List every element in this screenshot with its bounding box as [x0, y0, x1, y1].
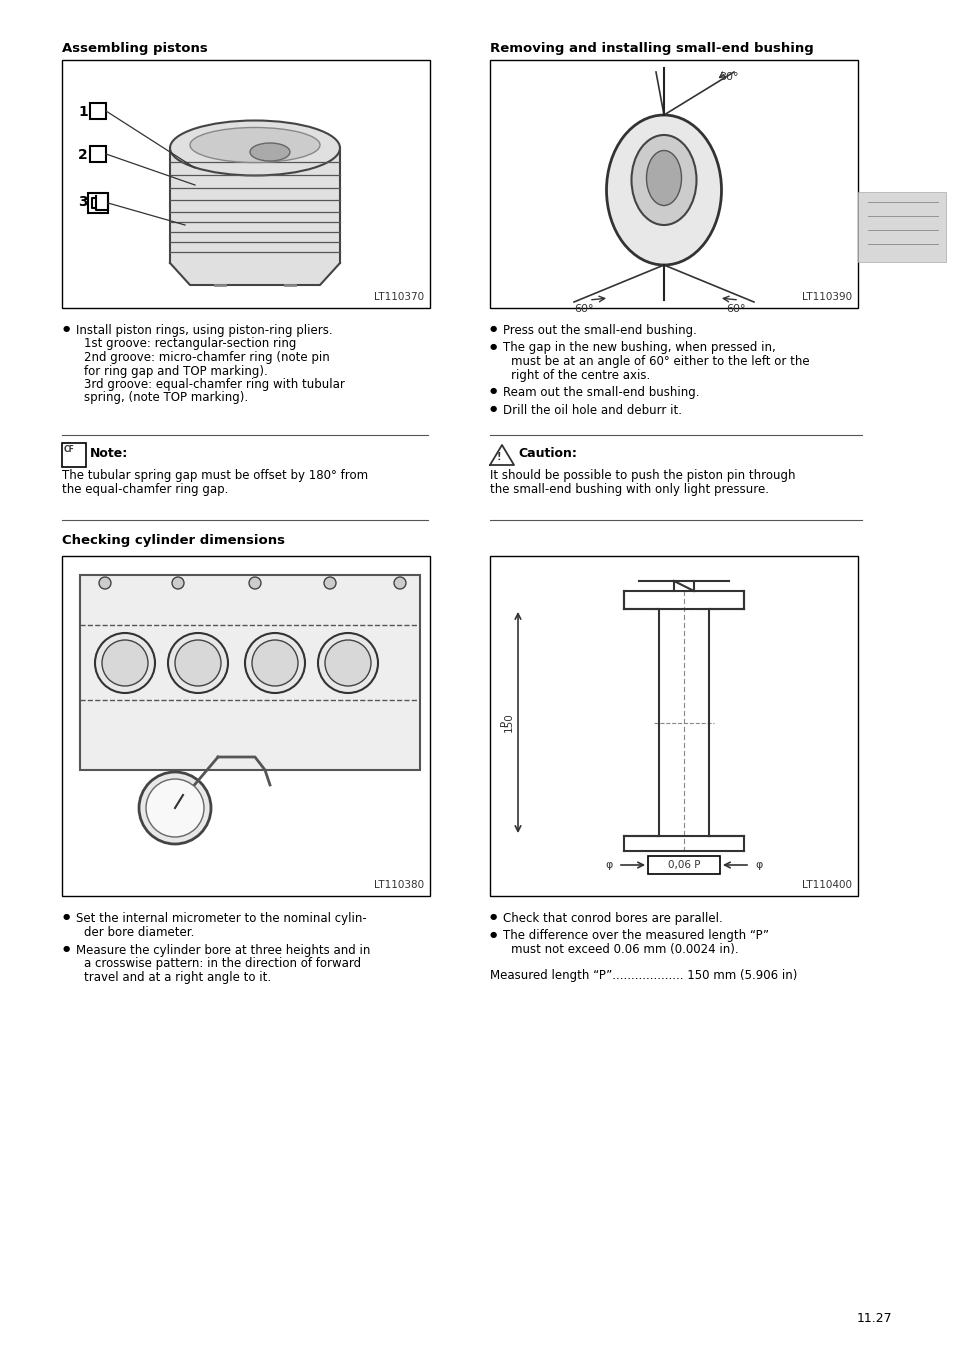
Text: ●: ● — [63, 324, 71, 332]
Text: φ: φ — [754, 861, 761, 870]
Text: 3: 3 — [78, 195, 88, 209]
Text: 1: 1 — [78, 105, 88, 119]
Ellipse shape — [99, 577, 111, 589]
Ellipse shape — [631, 135, 696, 226]
Bar — [88, 193, 108, 213]
Bar — [62, 557, 430, 896]
Text: φ: φ — [605, 861, 613, 870]
Text: LT110390: LT110390 — [801, 292, 851, 303]
Text: Measure the cylinder bore at three heights and in: Measure the cylinder bore at three heigh… — [76, 944, 370, 957]
Ellipse shape — [324, 577, 335, 589]
Bar — [647, 857, 720, 874]
Ellipse shape — [172, 577, 184, 589]
Ellipse shape — [606, 115, 720, 265]
Text: ●: ● — [490, 386, 497, 394]
Text: 2nd groove: micro-chamfer ring (note pin: 2nd groove: micro-chamfer ring (note pin — [84, 351, 330, 363]
Text: CF: CF — [64, 444, 74, 454]
Text: P: P — [499, 719, 510, 725]
Text: LT110400: LT110400 — [801, 880, 851, 890]
Text: 30°: 30° — [719, 72, 738, 82]
Text: 1st groove: rectangular-section ring: 1st groove: rectangular-section ring — [84, 338, 296, 350]
Bar — [857, 192, 945, 262]
Text: Assembling pistons: Assembling pistons — [62, 42, 208, 55]
Ellipse shape — [249, 577, 261, 589]
Ellipse shape — [139, 771, 211, 844]
Text: Measured length “P”................... 150 mm (5.906 in): Measured length “P”................... 1… — [490, 969, 797, 981]
Text: The tubular spring gap must be offset by 180° from: The tubular spring gap must be offset by… — [62, 469, 368, 482]
Bar — [170, 149, 339, 263]
Text: The gap in the new bushing, when pressed in,: The gap in the new bushing, when pressed… — [502, 342, 775, 354]
Text: Checking cylinder dimensions: Checking cylinder dimensions — [62, 534, 285, 547]
Text: for ring gap and TOP marking).: for ring gap and TOP marking). — [84, 365, 268, 377]
Text: It should be possible to push the piston pin through: It should be possible to push the piston… — [490, 469, 795, 482]
Text: 0,06 P: 0,06 P — [667, 861, 700, 870]
Bar — [90, 103, 106, 119]
Text: The difference over the measured length “P”: The difference over the measured length … — [502, 929, 768, 943]
Ellipse shape — [317, 634, 377, 693]
Text: Ream out the small-end bushing.: Ream out the small-end bushing. — [502, 386, 699, 399]
Polygon shape — [490, 444, 514, 465]
Text: Caution:: Caution: — [517, 447, 577, 459]
Ellipse shape — [252, 640, 297, 686]
Text: Note:: Note: — [90, 447, 128, 459]
Ellipse shape — [250, 143, 290, 161]
Ellipse shape — [646, 150, 680, 205]
Text: !: ! — [497, 453, 501, 462]
Text: ●: ● — [490, 912, 497, 921]
Bar — [62, 59, 430, 308]
Ellipse shape — [170, 120, 339, 176]
Text: must not exceed 0.06 mm (0.0024 in).: must not exceed 0.06 mm (0.0024 in). — [511, 943, 738, 957]
Ellipse shape — [102, 640, 148, 686]
Text: ●: ● — [490, 324, 497, 332]
Text: travel and at a right angle to it.: travel and at a right angle to it. — [84, 971, 271, 984]
Ellipse shape — [245, 634, 305, 693]
Text: 60°: 60° — [725, 304, 744, 313]
Text: 11.27: 11.27 — [856, 1312, 891, 1325]
Text: spring, (note TOP marking).: spring, (note TOP marking). — [84, 392, 248, 404]
Ellipse shape — [190, 127, 319, 162]
Text: ●: ● — [490, 342, 497, 350]
Bar — [80, 576, 419, 770]
Bar — [490, 59, 857, 308]
Ellipse shape — [95, 634, 154, 693]
Polygon shape — [170, 263, 339, 285]
Ellipse shape — [146, 780, 204, 838]
Text: the equal-chamfer ring gap.: the equal-chamfer ring gap. — [62, 482, 228, 496]
Text: Install piston rings, using piston-ring pliers.: Install piston rings, using piston-ring … — [76, 324, 333, 336]
Text: ●: ● — [490, 929, 497, 939]
Text: LT110370: LT110370 — [374, 292, 423, 303]
Text: Press out the small-end bushing.: Press out the small-end bushing. — [502, 324, 696, 336]
Text: 60°: 60° — [574, 304, 593, 313]
Text: Drill the oil hole and deburr it.: Drill the oil hole and deburr it. — [502, 404, 681, 416]
Text: Removing and installing small-end bushing: Removing and installing small-end bushin… — [490, 42, 813, 55]
Ellipse shape — [394, 577, 406, 589]
Text: 150: 150 — [503, 712, 514, 732]
Text: the small-end bushing with only light pressure.: the small-end bushing with only light pr… — [490, 482, 768, 496]
Bar — [90, 146, 106, 162]
Text: Check that conrod bores are parallel.: Check that conrod bores are parallel. — [502, 912, 722, 925]
Text: 2: 2 — [78, 149, 88, 162]
Text: right of the centre axis.: right of the centre axis. — [511, 369, 650, 381]
Text: der bore diameter.: der bore diameter. — [84, 925, 194, 939]
Ellipse shape — [174, 640, 221, 686]
Text: must be at an angle of 60° either to the left or the: must be at an angle of 60° either to the… — [511, 355, 809, 367]
Text: 3rd groove: equal-chamfer ring with tubular: 3rd groove: equal-chamfer ring with tubu… — [84, 378, 345, 390]
Ellipse shape — [168, 634, 228, 693]
Bar — [62, 443, 86, 467]
Text: a crosswise pattern: in the direction of forward: a crosswise pattern: in the direction of… — [84, 958, 361, 970]
Bar — [490, 557, 857, 896]
Ellipse shape — [325, 640, 371, 686]
Text: ●: ● — [63, 912, 71, 921]
Text: LT110380: LT110380 — [374, 880, 423, 890]
Text: Set the internal micrometer to the nominal cylin-: Set the internal micrometer to the nomin… — [76, 912, 366, 925]
Text: ●: ● — [490, 404, 497, 412]
Text: ●: ● — [63, 944, 71, 952]
